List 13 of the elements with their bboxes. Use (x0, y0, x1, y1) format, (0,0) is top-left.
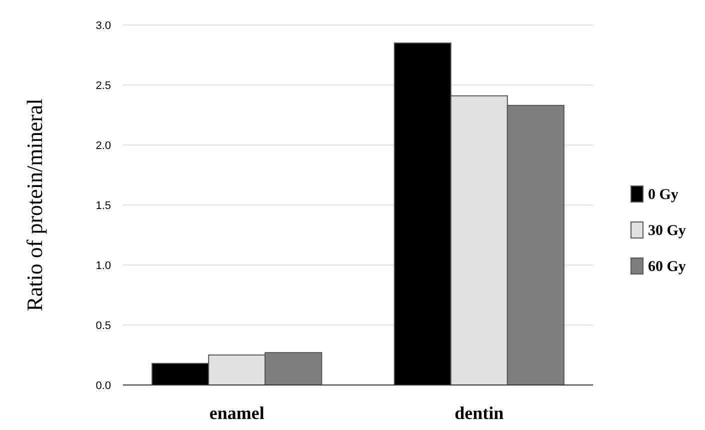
x-tick-label: enamel (209, 403, 264, 423)
y-tick-label: 3.0 (96, 20, 111, 32)
y-tick-label: 1.0 (96, 260, 111, 272)
y-axis-title: Ratio of protein/mineral (22, 98, 47, 312)
legend-label: 0 Gy (648, 187, 679, 203)
y-tick-label: 2.5 (96, 80, 111, 92)
y-tick-label: 1.5 (96, 200, 111, 212)
y-tick-label: 2.0 (96, 140, 111, 152)
x-tick-label: dentin (454, 403, 504, 423)
legend-label: 30 Gy (648, 223, 686, 239)
y-tick-label: 0.5 (96, 320, 111, 332)
y-tick-label: 0.0 (96, 380, 111, 392)
legend-label: 60 Gy (648, 259, 686, 275)
